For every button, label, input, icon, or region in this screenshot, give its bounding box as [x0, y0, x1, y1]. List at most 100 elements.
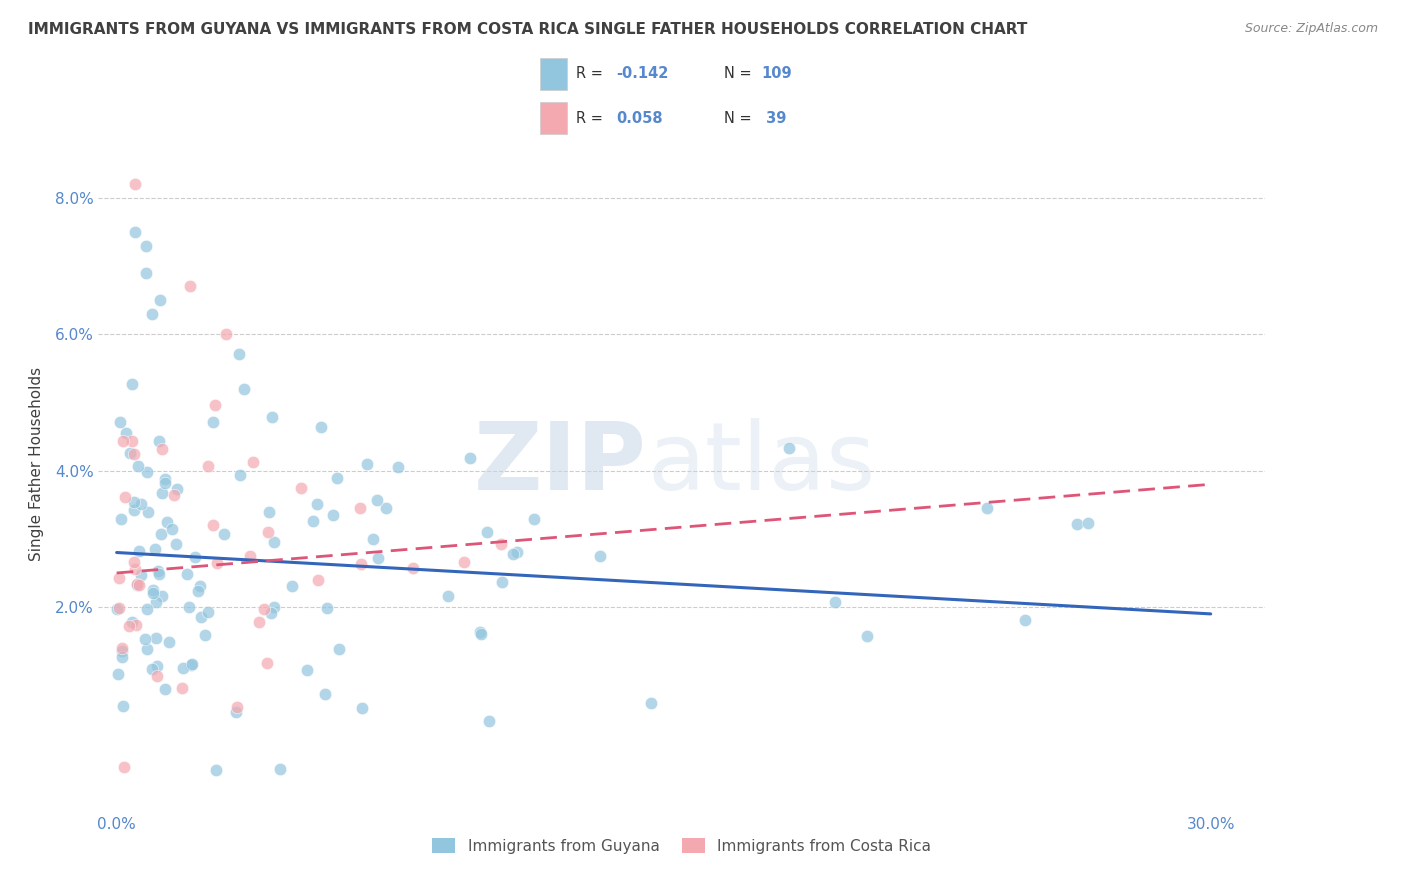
Point — [172, 661, 194, 675]
Point — [1014, 613, 1036, 627]
Point — [366, 492, 388, 507]
Point — [387, 460, 409, 475]
Point — [228, 347, 250, 361]
Point — [149, 526, 172, 541]
Point — [155, 682, 177, 697]
Point — [127, 577, 149, 591]
Point — [134, 632, 156, 647]
Point — [111, 434, 134, 448]
Point — [141, 307, 163, 321]
Point — [108, 571, 131, 585]
Text: N =: N = — [724, 111, 756, 126]
Point — [145, 669, 167, 683]
Point — [162, 522, 184, 536]
Text: 0.058: 0.058 — [616, 111, 664, 126]
Point — [322, 508, 344, 523]
Point — [136, 641, 159, 656]
Point — [589, 549, 612, 563]
Point — [290, 481, 312, 495]
Point — [125, 617, 148, 632]
Point — [201, 415, 224, 429]
Point — [135, 465, 157, 479]
Point — [309, 420, 332, 434]
Point — [352, 701, 374, 715]
Point — [226, 699, 249, 714]
Point — [470, 625, 492, 640]
Point — [477, 524, 499, 539]
Point — [523, 512, 546, 526]
Bar — [540, 103, 567, 134]
Point — [316, 600, 339, 615]
Point — [179, 599, 201, 614]
Point — [155, 472, 177, 486]
Point — [125, 577, 148, 591]
Point — [263, 600, 285, 615]
Point — [111, 644, 134, 658]
Point — [188, 579, 211, 593]
Point — [115, 425, 138, 440]
Text: R =: R = — [576, 111, 607, 126]
Point — [128, 578, 150, 592]
Point — [349, 501, 371, 516]
Point — [135, 238, 157, 252]
Point — [136, 601, 159, 615]
Point — [146, 564, 169, 578]
Point — [165, 537, 187, 551]
Point — [257, 524, 280, 539]
Point — [181, 657, 204, 671]
Point — [121, 615, 143, 630]
Point — [262, 409, 284, 424]
Point — [824, 595, 846, 609]
Point — [350, 557, 373, 571]
Point — [179, 279, 201, 293]
Point — [305, 497, 328, 511]
Point — [128, 543, 150, 558]
Point — [180, 657, 202, 672]
Bar — [540, 58, 567, 89]
Point — [143, 542, 166, 557]
Point — [124, 562, 146, 576]
Point — [149, 293, 172, 307]
Point — [142, 586, 165, 600]
Point — [470, 627, 492, 641]
Point — [314, 687, 336, 701]
Point — [187, 583, 209, 598]
Point — [141, 662, 163, 676]
Point — [145, 595, 167, 609]
Point — [122, 503, 145, 517]
Point — [150, 589, 173, 603]
Point — [129, 497, 152, 511]
Point — [1066, 517, 1088, 532]
Point — [122, 447, 145, 461]
Text: R =: R = — [576, 66, 607, 81]
Point — [105, 601, 128, 615]
Point — [148, 434, 170, 448]
Point — [778, 441, 800, 455]
Point — [204, 398, 226, 412]
Point — [374, 500, 396, 515]
Point — [163, 488, 186, 502]
Point — [135, 266, 157, 280]
Point — [458, 450, 481, 465]
Point — [260, 606, 283, 620]
Point — [478, 714, 501, 728]
Point — [110, 512, 132, 526]
Point — [302, 514, 325, 528]
Point — [197, 458, 219, 473]
Point — [295, 663, 318, 677]
Point — [1077, 516, 1099, 530]
Point — [855, 629, 877, 643]
Point — [229, 468, 252, 483]
Point — [122, 555, 145, 569]
Point — [367, 551, 389, 566]
Point — [122, 495, 145, 509]
Point — [247, 615, 270, 629]
Point — [146, 659, 169, 673]
Point — [112, 760, 135, 774]
Point — [190, 609, 212, 624]
Point — [233, 382, 256, 396]
Point — [263, 535, 285, 549]
Point — [257, 505, 280, 519]
Point — [111, 641, 134, 656]
Point — [502, 547, 524, 561]
